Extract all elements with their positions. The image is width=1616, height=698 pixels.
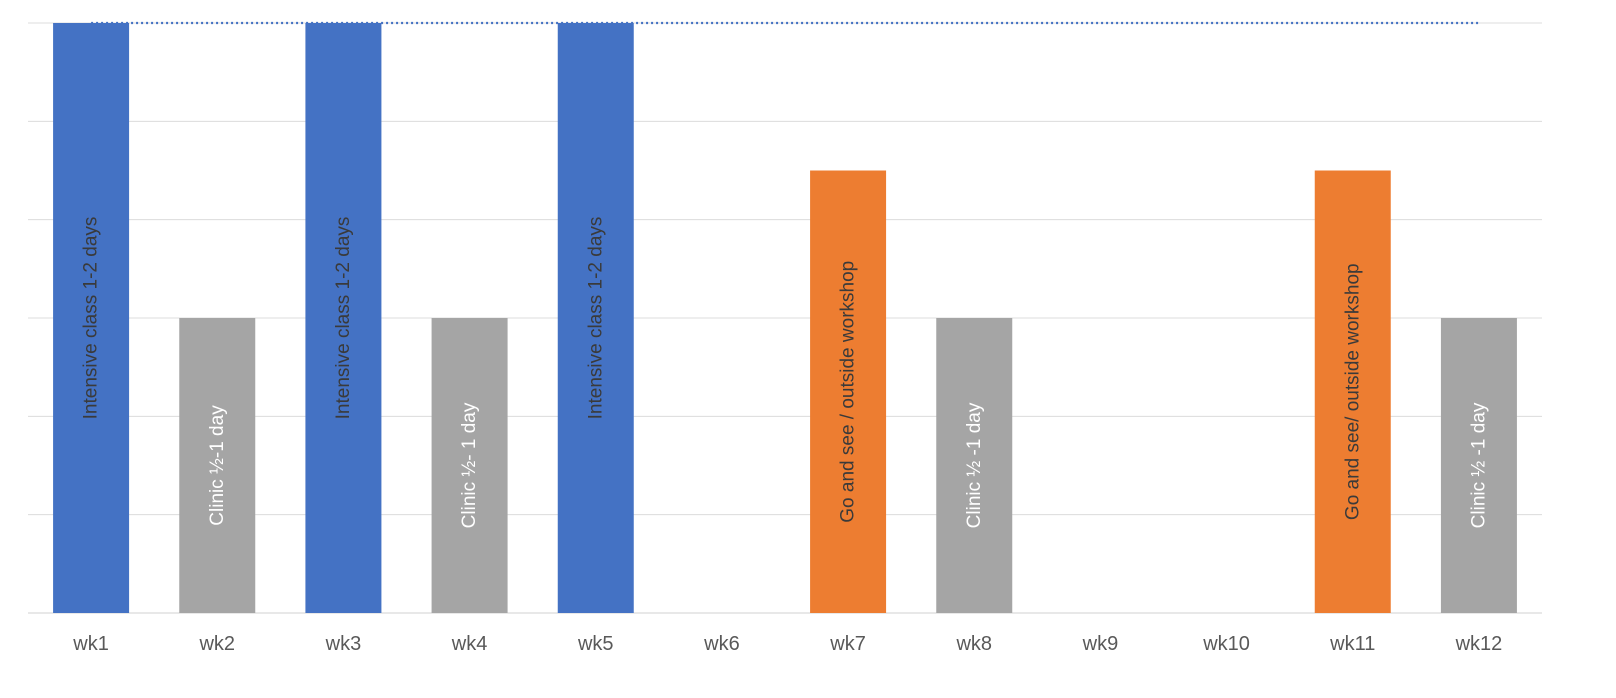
- bar-wk12: [1440, 318, 1517, 613]
- bar-label-wk4: Clinic ½- 1 day: [459, 402, 480, 528]
- bar-wk4: [431, 318, 508, 613]
- x-axis: wk1 wk2 wk3 wk4 wk5 wk6 wk7 wk8 wk9 wk10 wk11 wk12: [72, 633, 1502, 655]
- bar-label-wk5: Intensive class 1-2 days: [585, 217, 606, 420]
- bar-label-wk1: Intensive class 1-2 days: [81, 217, 102, 420]
- x-tick-label: wk4: [451, 633, 488, 655]
- bar-wk8: [936, 318, 1013, 613]
- x-tick-label: wk1: [72, 633, 109, 655]
- x-tick-label: wk7: [829, 633, 866, 655]
- bar-label-wk7: Go and see / outside workshop: [838, 261, 859, 523]
- bars: [53, 23, 1517, 613]
- bar-label-wk12: Clinic ½ -1 day: [1468, 402, 1489, 528]
- x-tick-label: wk8: [955, 633, 992, 655]
- x-tick-label: wk12: [1455, 633, 1503, 655]
- bar-label-wk3: Intensive class 1-2 days: [333, 217, 354, 420]
- bar-wk3: [305, 23, 382, 613]
- bar-label-wk11: Go and see/ outside workshop: [1342, 263, 1363, 520]
- x-tick-label: wk9: [1082, 633, 1119, 655]
- bar-label-wk8: Clinic ½ -1 day: [964, 402, 985, 528]
- x-tick-label: wk6: [703, 633, 740, 655]
- x-tick-label: wk10: [1202, 633, 1250, 655]
- x-tick-label: wk2: [198, 633, 235, 655]
- bar-wk7: [810, 170, 887, 613]
- bar-label-wk2: Clinic ½-1 day: [207, 405, 228, 526]
- bar-wk5: [557, 23, 634, 613]
- bar-labels: Intensive class 1-2 days Intensive class …: [81, 217, 1490, 529]
- bar-wk2: [179, 318, 256, 613]
- gridlines: [28, 22, 1542, 614]
- x-tick-label: wk3: [325, 633, 362, 655]
- x-tick-label: wk11: [1329, 633, 1375, 655]
- x-tick-label: wk5: [577, 633, 614, 655]
- bar-wk11: [1314, 170, 1391, 613]
- bar-wk1: [53, 23, 130, 613]
